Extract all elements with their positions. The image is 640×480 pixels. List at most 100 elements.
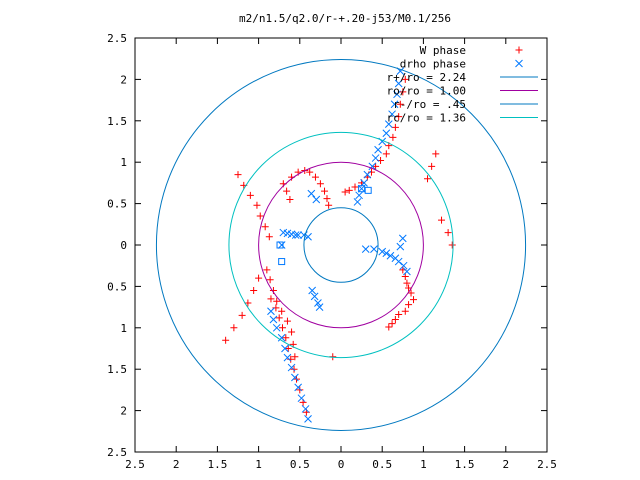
y-tick-label: 1 [120,156,127,169]
circle-line [155,59,527,431]
data-point [297,394,306,403]
data-point [253,201,261,209]
data-point [396,242,405,251]
data-point [341,188,349,196]
x-tick-label: 0.5 [372,458,392,471]
data-point [363,170,372,179]
plot-frame [134,37,548,453]
y-tick-label: 1.5 [107,363,127,376]
data-point [388,320,396,328]
y-tick-label: 1.5 [107,115,127,128]
data-point [316,180,324,188]
data-point [374,145,382,154]
data-point [357,184,366,193]
series-3 [155,59,527,431]
data-point [266,276,274,284]
data-point [307,189,316,198]
data-point [361,245,370,253]
data-point [398,234,407,243]
axes: 2.5 2 1.5 1 0.5 0 0.5 1 1.5 2 2.52.521.510.500.511… [107,32,557,471]
legend-label: drho phase [400,58,466,71]
data-point [399,261,408,270]
data-point [385,323,393,331]
data-point [368,162,377,171]
data-point [290,365,298,373]
data-point [308,286,317,295]
data-point [310,292,319,301]
data-point [401,272,409,280]
data-point [314,299,322,307]
data-point [304,415,312,423]
y-tick-label: 2 [120,73,127,86]
data-point [351,183,359,191]
series-5 [303,207,379,283]
series-6 [228,131,454,359]
series-0 [222,75,456,416]
data-point [438,216,446,224]
data-point [238,311,246,319]
legend-label: r+/ro = 2.24 [387,71,467,84]
data-point [393,90,401,99]
x-tick-label: 1 [420,458,427,471]
circle-line [303,207,379,283]
legend-label: r-/ro = .45 [393,98,466,111]
data-point [395,113,403,121]
data-point [272,323,281,332]
data-point [222,336,230,344]
data-point [448,241,456,249]
data-point [432,150,440,158]
data-point [278,324,286,332]
data-point [389,133,397,141]
y-tick-label: 2.5 [107,32,127,45]
data-point [294,231,303,239]
chart-title: m2/n1.5/q2.0/r-+.20-j53/M0.1/256 [239,12,451,25]
data-point [296,386,304,394]
y-tick-label: 2.5 [107,446,127,459]
data-point [261,223,269,231]
data-point [282,334,290,342]
x-tick-label: 2.5 [537,458,557,471]
data-point [391,123,399,131]
data-point [244,299,252,307]
x-tick-label: 1 [255,458,262,471]
data-point [278,307,286,315]
data-point [263,266,271,274]
legend-swatch [515,59,523,68]
series-1 [267,67,411,423]
data-point [353,198,362,206]
data-point [395,311,403,319]
data-point [294,383,303,392]
data-point [246,191,254,199]
data-point [284,345,292,352]
x-tick-label: 0.5 [290,458,310,471]
data-point [291,231,300,239]
data-point [403,267,411,276]
series-layer [155,59,527,431]
data-point [234,171,242,179]
y-tick-label: 0 [120,239,127,252]
data-point [401,75,409,83]
circle-line [228,131,454,359]
data-point [371,154,380,162]
data-point [230,324,238,332]
legend-label: W phase [420,44,466,57]
data-point [287,363,296,372]
y-tick-label: 2 [120,405,127,418]
data-point [283,317,291,325]
data-point [325,201,333,209]
series-2 [276,185,372,266]
data-point [386,251,395,260]
x-tick-label: 0 [338,458,345,471]
data-point [321,187,329,195]
data-point [401,307,409,315]
data-point [388,110,396,119]
x-tick-label: 2 [502,458,509,471]
data-point [370,245,378,253]
data-point [265,233,273,241]
data-point [250,287,258,295]
data-point [410,296,418,304]
data-point [311,173,319,181]
data-point [283,353,292,362]
data-point [394,257,403,266]
